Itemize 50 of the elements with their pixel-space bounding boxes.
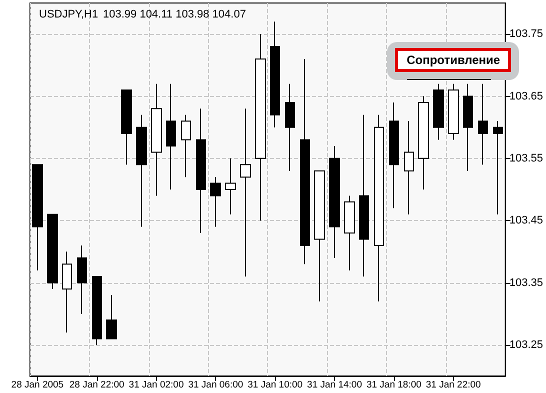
- candlestick: [314, 170, 325, 302]
- candlestick: [404, 120, 414, 215]
- text: 103.99 104.11 103.98 104.07: [103, 8, 246, 20]
- text: USDJPY,H1: [39, 8, 98, 20]
- x-tick-label: 31 Jan 22:00: [426, 380, 481, 390]
- candlestick: [300, 58, 310, 265]
- candlestick: [285, 83, 295, 172]
- annotation: Сопротивление: [395, 48, 512, 72]
- candlestick: [448, 83, 459, 140]
- candlestick: [32, 164, 43, 271]
- candlestick: [329, 145, 340, 258]
- candlestick: [374, 114, 384, 302]
- y-tick-label: 103.55: [509, 152, 544, 164]
- candlestick: [196, 108, 206, 234]
- y-tick-label: 103.75: [509, 28, 544, 40]
- x-tick-label: 28 Jan 22:00: [69, 380, 124, 390]
- candlestick: [344, 195, 355, 271]
- x-tick-label: 31 Jan 02:00: [128, 380, 184, 390]
- candlestick: [389, 102, 399, 209]
- x-tick-label: 28 Jan 2005: [11, 380, 64, 390]
- candlestick: [121, 90, 132, 166]
- candlestick: [181, 114, 191, 178]
- candlestick: [62, 251, 72, 333]
- callout-box: Сопротивление: [387, 42, 520, 80]
- x-tick-label: 31 Jan 18:00: [366, 380, 422, 390]
- y-tick-label: 103.25: [509, 338, 544, 351]
- y-tick-label: 103.65: [509, 90, 544, 102]
- candlestick: [106, 294, 117, 340]
- candlestick: [418, 96, 429, 190]
- x-tick-label: 31 Jan 14:00: [307, 380, 362, 390]
- x-tick-label: 31 Jan 06:00: [188, 380, 244, 390]
- candlestick: [359, 114, 369, 278]
- candlestick: [478, 83, 488, 166]
- candlestick: [493, 120, 503, 215]
- x-tick-label: 31 Jan 10:00: [248, 380, 303, 390]
- candlestick: [92, 276, 102, 346]
- candlestick: [166, 83, 176, 190]
- candlestick: [270, 21, 280, 128]
- candlestick: [463, 83, 473, 172]
- candlestick: [225, 158, 236, 215]
- candlestick: [255, 34, 266, 222]
- candlestick: [433, 83, 444, 140]
- candlestick: [240, 108, 251, 278]
- y-tick-label: 103.45: [509, 214, 544, 227]
- candlestick: [47, 214, 58, 290]
- candlestick: [151, 83, 162, 196]
- candlestick: [136, 114, 147, 228]
- candlestick: [210, 176, 221, 228]
- y-tick-label: 103.35: [509, 276, 544, 289]
- candlestick: [77, 244, 87, 314]
